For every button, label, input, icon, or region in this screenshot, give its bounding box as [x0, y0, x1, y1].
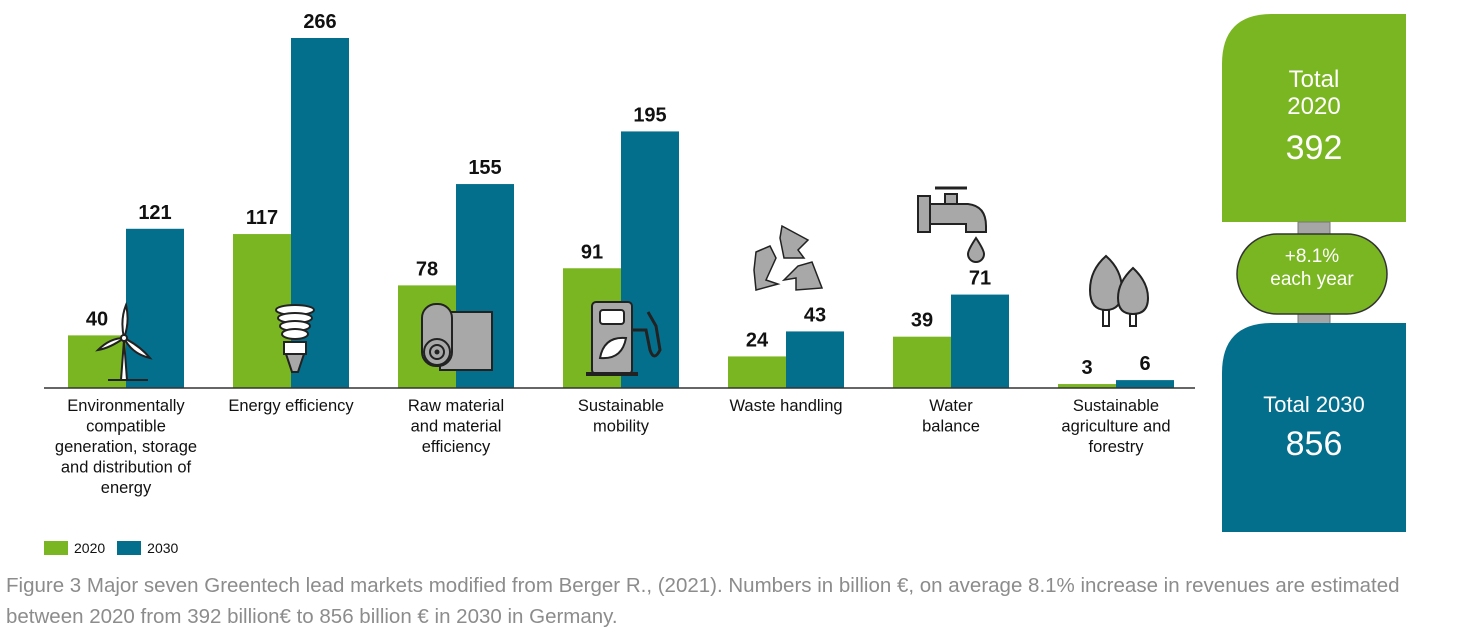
value-label-2030-0: 121 [138, 202, 171, 224]
total-2030-label: Total 2030 [1263, 392, 1365, 417]
category-label-6-line-2: forestry [1088, 438, 1144, 456]
legend-item-2030: 2030 [117, 540, 178, 556]
value-label-2030-1: 266 [303, 11, 336, 33]
value-labels: 40 121 117 266 78 155 91 195 24 43 39 71 3 6 [86, 11, 1151, 379]
category-label-6-line-1: agriculture and [1061, 418, 1170, 436]
category-label-0-line-1: compatible [86, 418, 166, 436]
bar-2020-4 [728, 356, 786, 388]
charging-station-icon [586, 301, 662, 376]
water-tap-icon [917, 186, 987, 263]
value-label-2030-6: 6 [1139, 353, 1150, 375]
total-2020-year: 2020 [1287, 93, 1340, 120]
icons-group [95, 186, 1150, 381]
growth-rate: +8.1% [1285, 246, 1340, 267]
figure-caption: Figure 3 Major seven Greentech lead mark… [6, 574, 1400, 628]
value-label-2020-2: 78 [416, 258, 438, 280]
category-labels: Environmentally compatible generation, sto… [55, 397, 1171, 497]
growth-period: each year [1270, 269, 1354, 290]
category-label-2-line-2: efficiency [422, 438, 491, 456]
legend-swatch-2030 [117, 541, 142, 555]
value-label-2030-2: 155 [468, 157, 501, 179]
recycle-icon [753, 224, 824, 291]
category-label-1-line-0: Energy efficiency [228, 397, 354, 415]
wind-turbine-icon [95, 301, 153, 381]
bar-2020-6 [1058, 384, 1116, 388]
category-label-2-line-1: and material [411, 418, 502, 436]
category-label-5-line-1: balance [922, 418, 980, 436]
total-2020-box [1222, 14, 1406, 222]
paper-roll-icon [421, 303, 493, 371]
total-2030-box [1222, 323, 1406, 532]
bar-2030-4 [786, 331, 844, 388]
category-label-0-line-0: Environmentally [67, 397, 185, 415]
trees-icon [1088, 254, 1150, 327]
category-label-2-line-0: Raw material [408, 397, 504, 415]
category-label-0-line-4: energy [101, 479, 152, 497]
category-label-3-line-0: Sustainable [578, 397, 664, 415]
value-label-2020-0: 40 [86, 308, 108, 330]
value-label-2030-3: 195 [633, 104, 666, 126]
value-label-2020-3: 91 [581, 241, 603, 263]
legend-label-2030: 2030 [147, 540, 179, 556]
value-label-2020-1: 117 [246, 207, 278, 229]
bar-2030-5 [951, 294, 1009, 388]
light-bulb-icon [275, 304, 315, 373]
category-label-0-line-3: and distribution of [61, 459, 192, 477]
value-label-2030-4: 43 [804, 304, 826, 326]
bar-2030-0 [126, 228, 184, 388]
value-label-2030-5: 71 [969, 268, 991, 290]
growth-pill [1236, 233, 1388, 315]
legend-label-2020: 2020 [74, 540, 106, 556]
total-2020-label: Total [1289, 66, 1340, 93]
value-label-2020-5: 39 [911, 310, 933, 332]
value-label-2020-4: 24 [746, 329, 769, 351]
category-label-4-line-0: Waste handling [729, 397, 842, 415]
category-label-6-line-0: Sustainable [1073, 397, 1159, 415]
category-label-5-line-0: Water [929, 397, 973, 415]
category-label-0-line-2: generation, storage [55, 438, 197, 456]
bar-2020-5 [893, 336, 951, 388]
value-label-2020-6: 3 [1081, 357, 1092, 379]
bar-2030-6 [1116, 380, 1174, 388]
legend-swatch-2020 [44, 541, 68, 555]
legend: 2020 2030 [44, 540, 190, 556]
legend-item-2020: 2020 [44, 540, 105, 556]
summary-panel: Total 2020 392 +8.1% each year Total 203… [1222, 14, 1406, 532]
total-2030-value: 856 [1286, 425, 1343, 463]
total-2020-value: 392 [1286, 129, 1343, 167]
category-label-3-line-1: mobility [593, 418, 650, 436]
